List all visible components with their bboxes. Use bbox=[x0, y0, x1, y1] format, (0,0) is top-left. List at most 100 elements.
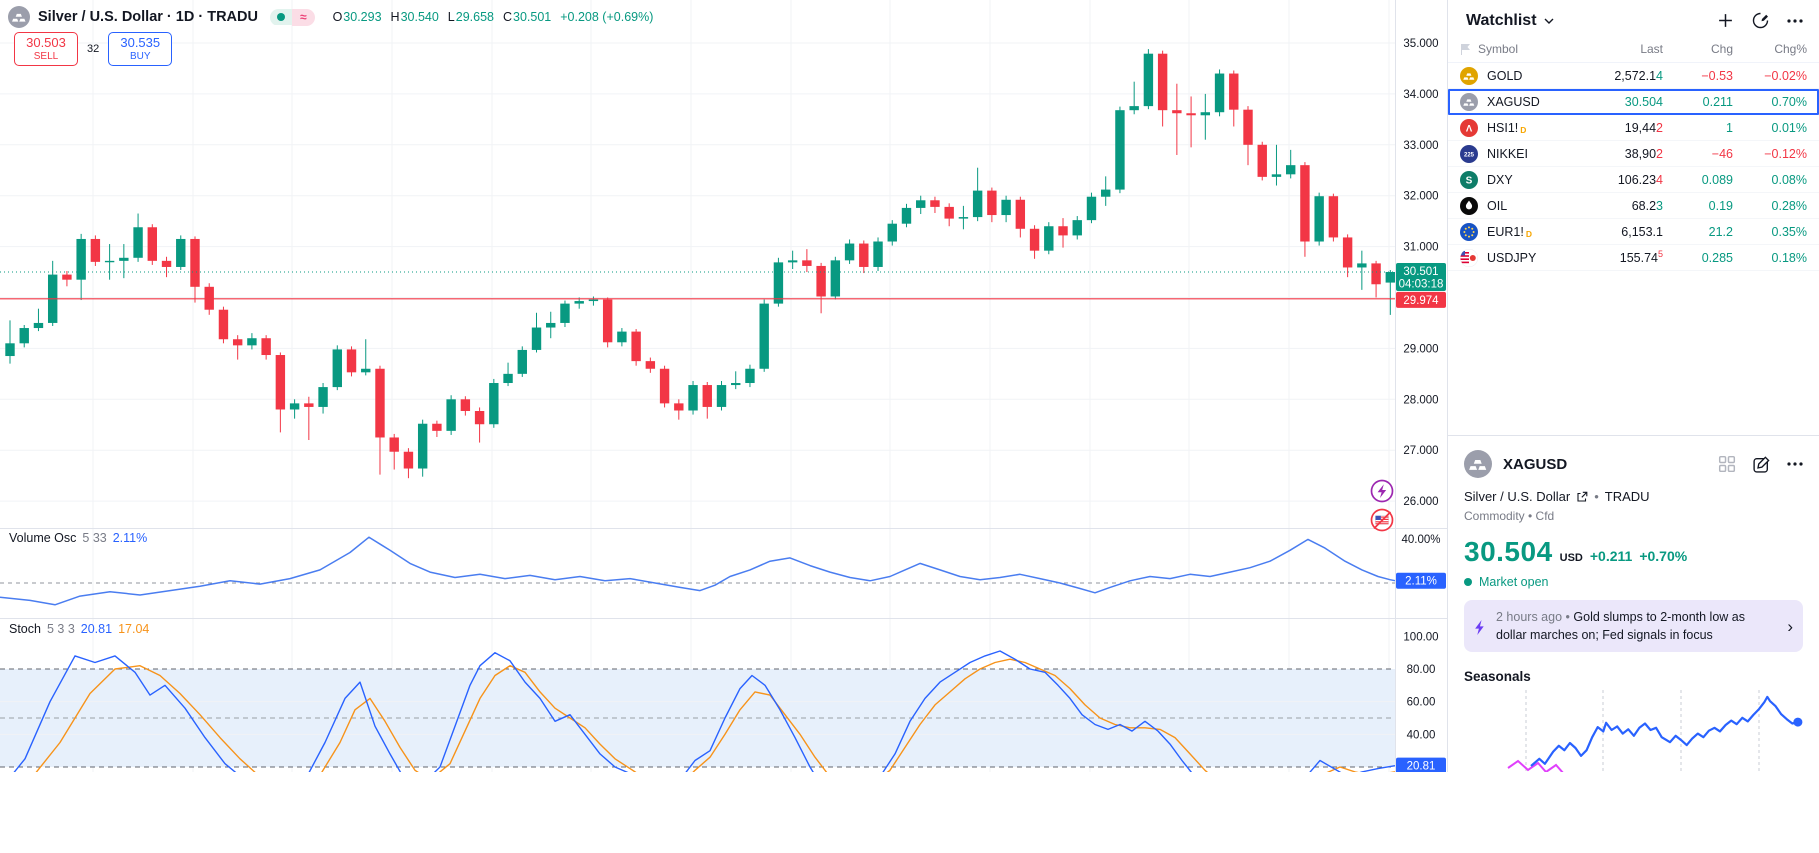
delayed-data-flag: D bbox=[1525, 228, 1532, 239]
sell-button[interactable]: 30.503 SELL bbox=[14, 32, 78, 66]
stoch-value-badge: 20.81 bbox=[1396, 757, 1446, 772]
silver-coin-icon bbox=[8, 6, 30, 28]
news-title: Gold slumps to 2-month low as dollar mar… bbox=[1496, 610, 1745, 643]
change-percent: −0.12% bbox=[1764, 146, 1807, 161]
svg-text:34.000: 34.000 bbox=[1403, 89, 1438, 101]
column-chgp[interactable]: Chg% bbox=[1774, 42, 1807, 56]
watchlist-row[interactable]: EUR1! D 6,153.1 21.2 0.35% bbox=[1448, 219, 1819, 245]
detail-separator: • bbox=[1594, 489, 1599, 504]
svg-text:33.000: 33.000 bbox=[1403, 140, 1438, 152]
svg-text:S: S bbox=[1466, 175, 1473, 186]
add-symbol-icon[interactable] bbox=[1717, 12, 1734, 29]
change-percent: −0.02% bbox=[1764, 68, 1807, 83]
news-item[interactable]: 2 hours ago • Gold slumps to 2-month low… bbox=[1464, 600, 1803, 653]
news-dot: • bbox=[1565, 610, 1570, 624]
stoch-d-line bbox=[35, 658, 1396, 772]
svg-text:60.00: 60.00 bbox=[1407, 697, 1436, 709]
stoch-k-line bbox=[13, 650, 1396, 772]
detail-more-icon[interactable] bbox=[1787, 462, 1803, 466]
level-price-badge: 29.974 bbox=[1396, 291, 1446, 308]
symbol-icon: Λ bbox=[1460, 118, 1478, 137]
stoch-d-value: 17.04 bbox=[118, 622, 150, 636]
seasonal-alt-line bbox=[1507, 759, 1564, 772]
symbol-icon bbox=[1460, 196, 1478, 215]
news-lightning-icon[interactable] bbox=[1369, 478, 1395, 509]
candlestick-series[interactable] bbox=[5, 49, 1396, 479]
svg-text:20.81: 20.81 bbox=[1407, 761, 1436, 772]
volume-osc-legend[interactable]: Volume Osc 5 33 2.11% bbox=[9, 531, 147, 545]
watchlist-row[interactable]: S DXY 106.234 0.089 0.08% bbox=[1448, 167, 1819, 193]
last-price: 155.745 bbox=[1619, 249, 1663, 266]
performance-donut-icon[interactable] bbox=[1751, 11, 1770, 30]
panel-divider bbox=[1448, 435, 1819, 436]
watchlist-title[interactable]: Watchlist bbox=[1466, 11, 1537, 29]
chevron-right-icon[interactable]: › bbox=[1787, 616, 1793, 636]
column-last[interactable]: Last bbox=[1640, 42, 1663, 56]
symbol-detail-panel: XAGUSD Silver / U.S. Dollar • TRADU C bbox=[1448, 436, 1819, 684]
svg-text:100.00: 100.00 bbox=[1403, 631, 1438, 643]
watchlist-row[interactable]: GOLD 2,572.14 −0.53 −0.02% bbox=[1448, 63, 1819, 89]
symbol-name: NIKKEI bbox=[1487, 146, 1528, 161]
symbol-icon: 225 bbox=[1460, 144, 1478, 163]
watchlist-rows: GOLD 2,572.14 −0.53 −0.02% XAGUSD 30.504… bbox=[1448, 63, 1819, 271]
indicator-params: 5 3 3 bbox=[46, 622, 75, 636]
detail-subtitle: Silver / U.S. Dollar • TRADU bbox=[1448, 478, 1819, 504]
market-status-pill[interactable]: ≈ bbox=[269, 8, 315, 26]
symbol-name: EUR1! bbox=[1487, 224, 1524, 239]
watchlist-row[interactable]: Λ HSI1! D 19,442 1 0.01% bbox=[1448, 115, 1819, 141]
price-axis[interactable]: 35.000 34.000 33.000 32.000 31.000 29.000 28.0… bbox=[1401, 38, 1440, 741]
last-price: 38,902 bbox=[1624, 146, 1663, 161]
low-label: L bbox=[447, 10, 455, 24]
market-status: Market open bbox=[1448, 568, 1819, 589]
indicator-params: 5 33 bbox=[82, 531, 107, 545]
symbol-header[interactable]: Silver / U.S. Dollar · 1D · TRADU ≈ O 30.… bbox=[8, 6, 653, 28]
grid-layout-icon[interactable] bbox=[1718, 455, 1736, 473]
symbol-name: USDJPY bbox=[1487, 250, 1537, 265]
symbol-name: HSI1! bbox=[1487, 120, 1519, 135]
seasonal-line bbox=[1530, 695, 1799, 767]
svg-text:29.000: 29.000 bbox=[1403, 343, 1438, 355]
change-value: 0.211 bbox=[1702, 94, 1733, 109]
svg-text:04:03:18: 04:03:18 bbox=[1399, 278, 1444, 290]
symbol-icon bbox=[1460, 222, 1478, 241]
close-label: C bbox=[502, 10, 513, 24]
external-link-icon[interactable] bbox=[1576, 491, 1588, 503]
news-lightning-icon bbox=[1474, 618, 1487, 635]
symbol-name: XAGUSD bbox=[1487, 94, 1540, 109]
change-value: −0.53 bbox=[1701, 68, 1733, 83]
last-price: 6,153.1 bbox=[1621, 224, 1663, 239]
svg-text:40.00: 40.00 bbox=[1407, 729, 1436, 741]
watchlist-more-icon[interactable] bbox=[1787, 18, 1803, 23]
volume-osc-line bbox=[0, 536, 1396, 606]
watchlist-row[interactable]: 225 NIKKEI 38,902 −46 −0.12% bbox=[1448, 141, 1819, 167]
symbol-title[interactable]: Silver / U.S. Dollar · 1D · TRADU bbox=[38, 9, 258, 25]
change-value: +0.208 (+0.69%) bbox=[560, 10, 654, 24]
flag-column-icon[interactable] bbox=[1460, 43, 1472, 56]
watchlist-row[interactable]: OIL 68.23 0.19 0.28% bbox=[1448, 193, 1819, 219]
buy-button[interactable]: 30.535 BUY bbox=[108, 32, 173, 66]
chart-area[interactable]: 35.000 34.000 33.000 32.000 31.000 29.000 28.0… bbox=[0, 0, 1447, 853]
chevron-down-icon[interactable] bbox=[1544, 18, 1554, 24]
detail-price: 30.504 bbox=[1464, 536, 1553, 567]
symbol-icon bbox=[1460, 92, 1478, 111]
column-symbol[interactable]: Symbol bbox=[1478, 42, 1519, 56]
change-percent: 0.18% bbox=[1771, 250, 1807, 265]
watchlist-row[interactable]: XAGUSD 30.504 0.211 0.70% bbox=[1448, 89, 1819, 115]
watchlist-row[interactable]: USDJPY 155.745 0.285 0.18% bbox=[1448, 245, 1819, 271]
indicator-name: Stoch bbox=[9, 622, 41, 636]
economic-event-flag-icon[interactable] bbox=[1369, 507, 1395, 538]
stoch-legend[interactable]: Stoch 5 3 3 20.81 17.04 bbox=[9, 622, 149, 636]
change-value: −46 bbox=[1711, 146, 1733, 161]
price-chart-canvas[interactable]: 35.000 34.000 33.000 32.000 31.000 29.000 28.0… bbox=[0, 0, 1447, 772]
open-value: 30.293 bbox=[343, 10, 382, 24]
detail-exchange: TRADU bbox=[1604, 489, 1650, 504]
detail-change: +0.211 bbox=[1589, 548, 1633, 564]
change-percent: 0.35% bbox=[1771, 224, 1807, 239]
column-chg[interactable]: Chg bbox=[1710, 42, 1733, 56]
detail-category: Commodity • Cfd bbox=[1464, 509, 1555, 523]
edit-note-icon[interactable] bbox=[1752, 455, 1771, 474]
detail-name: Silver / U.S. Dollar bbox=[1464, 489, 1571, 504]
right-sidebar: Watchlist Symbol Last Chg Chg% GOLD 2,57… bbox=[1447, 0, 1819, 772]
market-open-dot bbox=[1464, 578, 1472, 586]
buy-price: 30.535 bbox=[120, 35, 161, 50]
